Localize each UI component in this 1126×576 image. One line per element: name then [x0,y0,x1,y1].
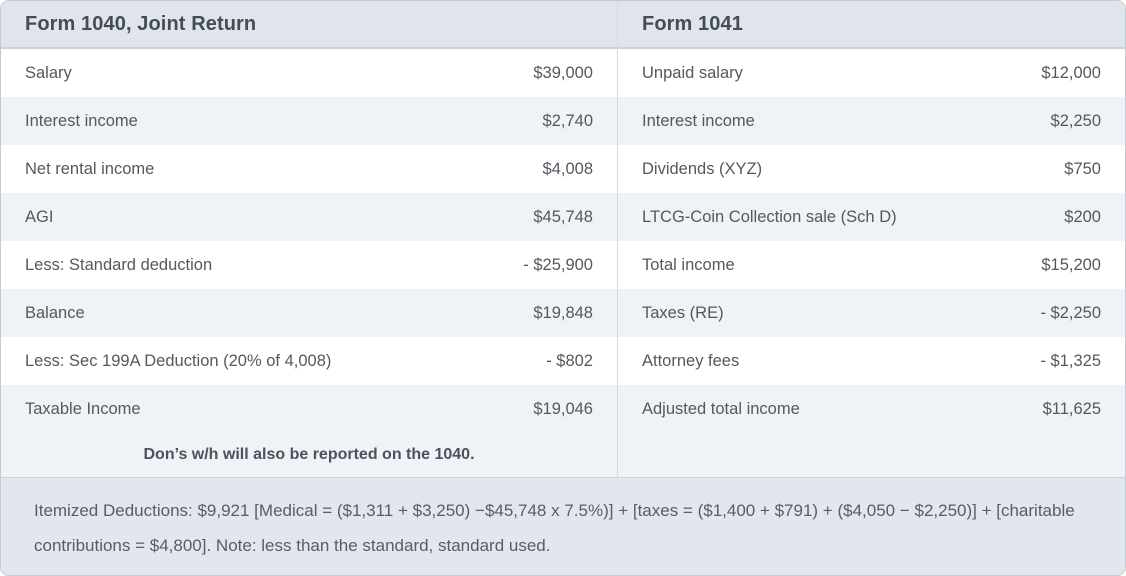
row-label: Salary [25,63,72,82]
form-1040-rows: Salary $39,000 Interest income $2,740 Ne… [1,49,617,433]
form-1041-title: Form 1041 [642,12,743,35]
row-value: $2,740 [542,111,593,130]
row-label: Total income [642,255,735,274]
table-row: Interest income $2,250 [618,97,1125,145]
row-value: $19,848 [533,303,593,322]
row-value: $200 [1064,207,1101,226]
table-row: Attorney fees - $1,325 [618,337,1125,385]
row-label: Adjusted total income [642,399,800,418]
row-value: $19,046 [533,399,593,418]
row-label: Taxable Income [25,399,141,418]
row-value: $2,250 [1050,111,1101,130]
row-value: $12,000 [1041,63,1101,82]
row-value: $4,008 [542,159,593,178]
row-label: Taxes (RE) [642,303,724,322]
row-label: Interest income [25,111,138,130]
form-1040-table: Form 1040, Joint Return Salary $39,000 I… [1,1,618,477]
row-label: Unpaid salary [642,63,743,82]
table-row: Unpaid salary $12,000 [618,49,1125,97]
form-1041-table: Form 1041 Unpaid salary $12,000 Interest… [618,1,1125,477]
table-row: Adjusted total income $11,625 [618,385,1125,433]
row-value: - $25,900 [523,255,593,274]
row-value: - $802 [546,351,593,370]
table-row: Taxable Income $19,046 [1,385,617,433]
table-row: Total income $15,200 [618,241,1125,289]
form-1041-rows: Unpaid salary $12,000 Interest income $2… [618,49,1125,433]
table-row: Interest income $2,740 [1,97,617,145]
row-label: Dividends (XYZ) [642,159,763,178]
row-value: - $1,325 [1040,351,1101,370]
row-value: $45,748 [533,207,593,226]
row-label: LTCG-Coin Collection sale (Sch D) [642,207,897,226]
row-value: $15,200 [1041,255,1101,274]
row-label: Less: Sec 199A Deduction (20% of 4,008) [25,351,332,370]
row-value: $11,625 [1042,399,1101,418]
itemized-deductions-footer: Itemized Deductions: $9,921 [Medical = (… [1,477,1125,575]
form-1041-empty-row [618,433,1125,477]
table-row: Less: Sec 199A Deduction (20% of 4,008) … [1,337,617,385]
row-label: Net rental income [25,159,155,178]
table-row: Less: Standard deduction - $25,900 [1,241,617,289]
row-label: Interest income [642,111,755,130]
row-value: $750 [1064,159,1101,178]
table-row: Salary $39,000 [1,49,617,97]
row-value: $39,000 [533,63,593,82]
itemized-deductions-text: Itemized Deductions: $9,921 [Medical = (… [34,501,1075,555]
table-row: Dividends (XYZ) $750 [618,145,1125,193]
row-label: AGI [25,207,54,226]
withholding-note: Don’s w/h will also be reported on the 1… [143,446,475,463]
table-row: AGI $45,748 [1,193,617,241]
row-label: Attorney fees [642,351,740,370]
form-1040-note-row: Don’s w/h will also be reported on the 1… [1,433,617,477]
table-row: Net rental income $4,008 [1,145,617,193]
form-1040-header: Form 1040, Joint Return [1,1,617,49]
table-row: Balance $19,848 [1,289,617,337]
row-label: Balance [25,303,85,322]
table-row: LTCG-Coin Collection sale (Sch D) $200 [618,193,1125,241]
row-label: Less: Standard deduction [25,255,213,274]
form-1040-title: Form 1040, Joint Return [25,12,257,35]
tables-area: Form 1040, Joint Return Salary $39,000 I… [1,1,1125,477]
table-row: Taxes (RE) - $2,250 [618,289,1125,337]
form-1041-header: Form 1041 [618,1,1125,49]
row-value: - $2,250 [1040,303,1101,322]
